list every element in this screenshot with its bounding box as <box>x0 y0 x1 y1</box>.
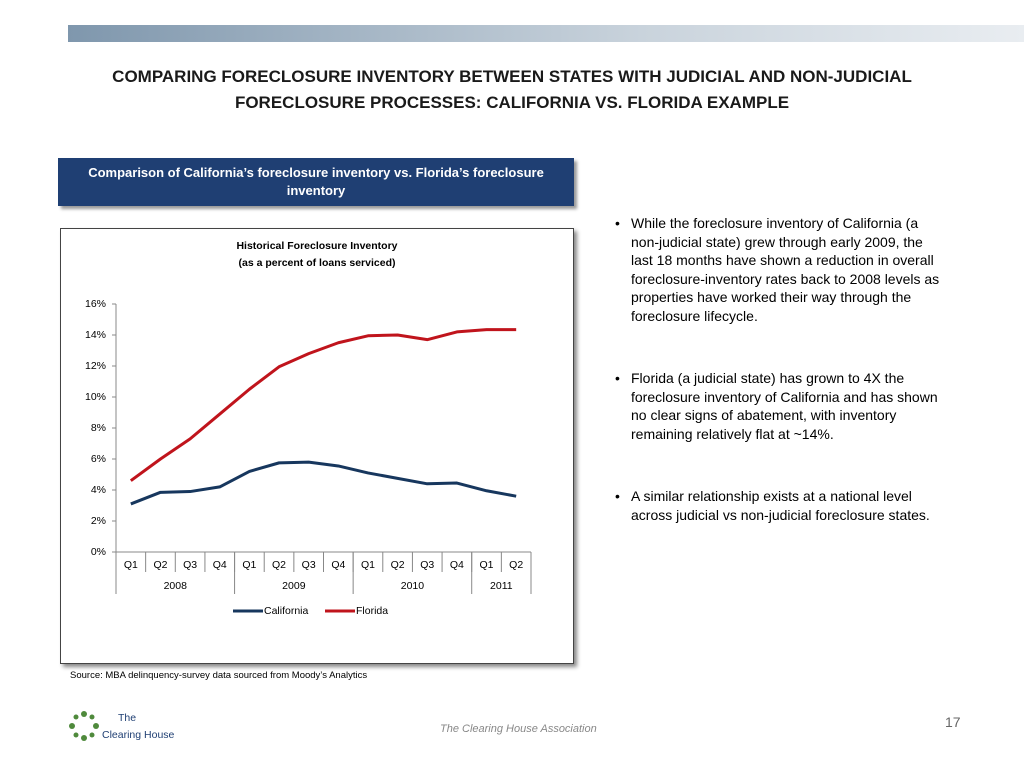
bullet: Florida (a judicial state) has grown to … <box>610 369 945 443</box>
logo-top: The <box>118 712 136 724</box>
top-bar <box>68 25 1024 42</box>
y-tick-label: 8% <box>91 422 106 434</box>
x-tick-label: Q4 <box>331 559 345 571</box>
x-tick-label: Q3 <box>420 559 434 571</box>
x-tick-label: Q1 <box>361 559 375 571</box>
y-tick-label: 14% <box>85 329 106 341</box>
x-tick-label: Q2 <box>391 559 405 571</box>
source-note: Source: MBA delinquency-survey data sour… <box>70 670 368 681</box>
x-tick-label: Q1 <box>242 559 256 571</box>
group-label: 2010 <box>401 580 425 592</box>
group-label: 2011 <box>490 580 513 592</box>
chart-subtitle: (as a percent of loans serviced) <box>239 257 396 269</box>
bullet-list: While the foreclosure inventory of Calif… <box>610 214 945 568</box>
legend-label: California <box>264 605 309 617</box>
y-tick-label: 6% <box>91 453 106 465</box>
y-tick-label: 0% <box>91 546 106 558</box>
bullet: While the foreclosure inventory of Calif… <box>610 214 945 325</box>
x-tick-label: Q2 <box>153 559 167 571</box>
y-tick-label: 2% <box>91 515 106 527</box>
group-label: 2008 <box>164 580 188 592</box>
chart-box: Historical Foreclosure Inventory (as a p… <box>60 228 574 664</box>
legend-label: Florida <box>356 605 388 617</box>
footer-text: The Clearing House Association <box>440 723 597 735</box>
bullet: A similar relationship exists at a natio… <box>610 487 945 524</box>
y-tick-label: 4% <box>91 484 106 496</box>
panel-title: Comparison of California’s foreclosure i… <box>58 158 574 206</box>
logo-mark <box>69 711 99 741</box>
x-tick-label: Q4 <box>213 559 227 571</box>
logo: The Clearing House <box>69 711 175 741</box>
x-tick-label: Q3 <box>183 559 197 571</box>
line-series <box>130 460 517 506</box>
x-tick-label: Q1 <box>480 559 494 571</box>
logo-bottom: Clearing House <box>102 729 175 741</box>
group-label: 2009 <box>282 580 306 592</box>
y-tick-label: 10% <box>85 391 106 403</box>
slide-title: COMPARING FORECLOSURE INVENTORY BETWEEN … <box>112 67 912 112</box>
y-tick-label: 16% <box>85 298 106 310</box>
y-tick-label: 12% <box>85 360 106 372</box>
x-tick-label: Q4 <box>450 559 464 571</box>
x-tick-label: Q2 <box>509 559 523 571</box>
page-number: 17 <box>945 714 961 730</box>
chart: Historical Foreclosure Inventory (as a p… <box>85 240 532 617</box>
x-tick-label: Q3 <box>302 559 316 571</box>
chart-title: Historical Foreclosure Inventory <box>236 240 397 252</box>
x-tick-label: Q1 <box>124 559 138 571</box>
line-series <box>129 328 517 482</box>
x-tick-label: Q2 <box>272 559 286 571</box>
